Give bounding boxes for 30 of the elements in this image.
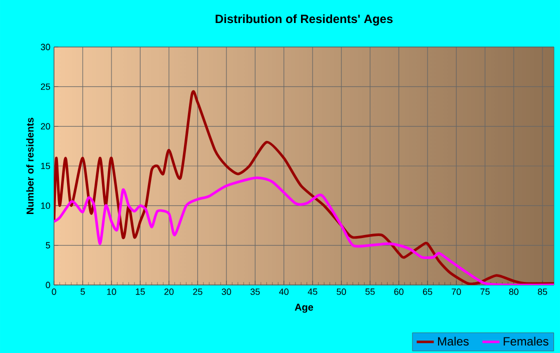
x-tick-label: 60: [394, 288, 404, 295]
y-tick-label: 10: [41, 202, 50, 209]
y-tick-label: 0: [46, 282, 50, 288]
x-tick-label: 65: [423, 288, 432, 295]
legend-label: Females: [504, 336, 548, 346]
x-tick-label: 25: [193, 288, 202, 295]
x-tick-label: 30: [222, 288, 232, 295]
y-tick-label: 15: [41, 162, 50, 170]
x-tick-label: 40: [279, 288, 289, 295]
x-tick-label: 20: [164, 288, 174, 295]
x-tick-label: 35: [250, 288, 260, 295]
y-tick-label: 20: [40, 123, 50, 130]
y-axis-title: Number of residents: [26, 118, 34, 214]
y-tick-label: 25: [40, 83, 50, 90]
x-tick-label: 0: [52, 288, 56, 295]
x-tick-label: 45: [308, 288, 318, 295]
x-axis-title: Age: [294, 304, 314, 313]
y-tick-label: 5: [46, 242, 50, 248]
chart-title: Distribution of Residents' Ages: [216, 14, 393, 26]
x-tick-label: 55: [365, 288, 375, 295]
x-tick-label: 5: [80, 288, 85, 295]
x-tick-label: 70: [452, 288, 461, 295]
x-tick-label: 15: [136, 288, 145, 295]
x-tick-label: 75: [480, 288, 490, 295]
x-tick-label: 10: [107, 288, 116, 295]
x-tick-label: 85: [538, 288, 548, 295]
x-tick-label: 50: [336, 288, 346, 295]
x-tick-label: 80: [509, 288, 518, 295]
legend-label: Males: [438, 336, 469, 346]
y-tick-label: 30: [40, 44, 50, 50]
